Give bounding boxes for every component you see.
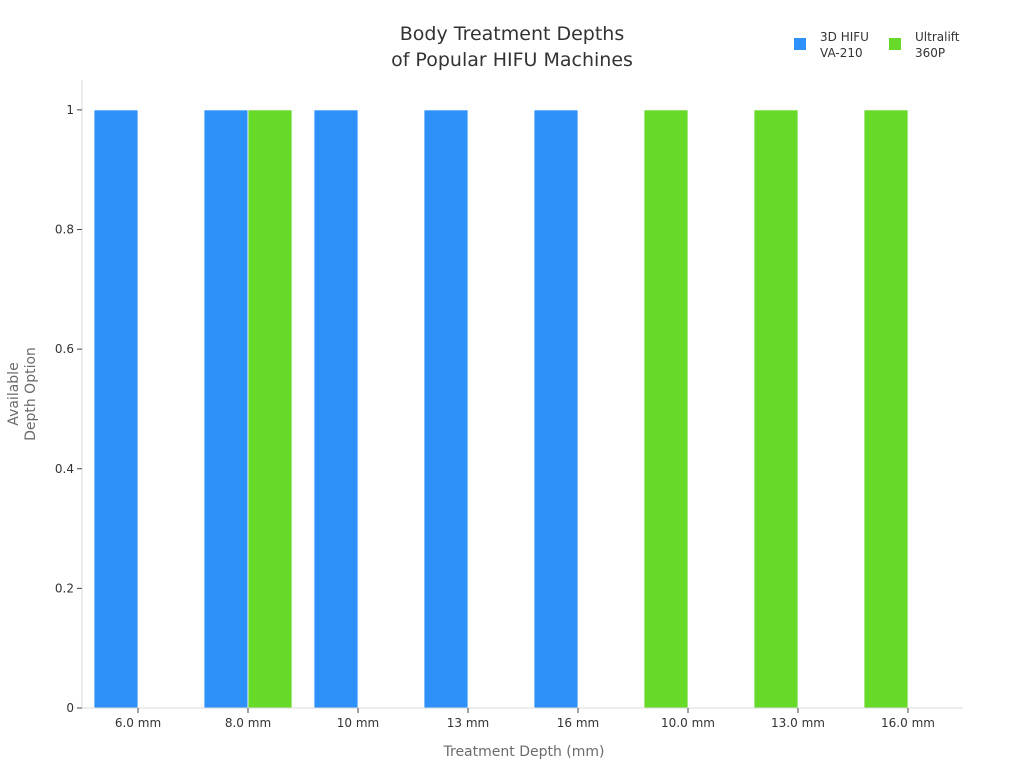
- y-tick-label-0-2: 0.2: [55, 581, 74, 595]
- y-tick-label-1: 1: [66, 103, 74, 117]
- x-tick-label-6-0-mm: 6.0 mm: [115, 716, 161, 730]
- y-axis-title-line-2: Depth Option: [23, 347, 39, 441]
- y-tick-label-0-8: 0.8: [55, 223, 74, 237]
- y-axis-ticks: 0 0.2 0.4 0.6 0.8 1: [55, 103, 82, 715]
- bars: [93, 109, 909, 709]
- axes: [81, 80, 963, 709]
- bar-3d-hifu-va-210-13-mm: [423, 109, 469, 709]
- bar-ultralift-360p-10-0-mm: [643, 109, 689, 709]
- bar-ultralift-360p-8-0-mm: [247, 109, 293, 709]
- bar-ultralift-360p-13-0-mm: [753, 109, 799, 709]
- x-tick-label-13-mm: 13 mm: [447, 716, 489, 730]
- x-axis-ticks: 6.0 mm 8.0 mm 10 mm 13 mm 16 mm 10.0 mm 13.0 m…: [115, 708, 935, 730]
- legend-label-3d-hifu-line-1: 3D HIFU: [820, 30, 869, 44]
- x-tick-label-16-mm: 16 mm: [557, 716, 599, 730]
- legend-swatch-3d-hifu: [794, 38, 806, 50]
- y-tick-label-0-6: 0.6: [55, 342, 74, 356]
- x-axis-title: Treatment Depth (mm): [443, 744, 605, 760]
- x-tick-label-16-0-mm: 16.0 mm: [881, 716, 935, 730]
- bar-3d-hifu-va-210-8-0-mm: [203, 109, 249, 709]
- legend-item-ultralift: Ultralift 360P: [889, 30, 960, 60]
- chart-title: Body Treatment Depths of Popular HIFU Ma…: [391, 23, 633, 71]
- y-axis-title-line-1: Available: [6, 362, 22, 425]
- legend-label-ultralift-line-1: Ultralift: [915, 30, 960, 44]
- x-tick-label-8-0-mm: 8.0 mm: [225, 716, 271, 730]
- chart-title-line-2: of Popular HIFU Machines: [391, 49, 633, 71]
- bar-3d-hifu-va-210-6-0-mm: [93, 109, 139, 709]
- y-axis-title: Available Depth Option: [6, 347, 39, 441]
- legend-item-3d-hifu: 3D HIFU VA-210: [794, 30, 869, 60]
- bar-ultralift-360p-16-0-mm: [863, 109, 909, 709]
- y-tick-label-0: 0: [66, 701, 74, 715]
- bar-3d-hifu-va-210-10-mm: [313, 109, 359, 709]
- legend-label-3d-hifu-line-2: VA-210: [820, 46, 863, 60]
- y-tick-label-0-4: 0.4: [55, 462, 74, 476]
- legend-label-ultralift-line-2: 360P: [915, 46, 945, 60]
- legend: 3D HIFU VA-210 Ultralift 360P: [794, 30, 960, 60]
- x-tick-label-10-mm: 10 mm: [337, 716, 379, 730]
- bar-3d-hifu-va-210-16-mm: [533, 109, 579, 709]
- legend-swatch-ultralift: [889, 38, 901, 50]
- chart-title-line-1: Body Treatment Depths: [400, 23, 625, 45]
- x-tick-label-10-0-mm: 10.0 mm: [661, 716, 715, 730]
- x-tick-label-13-0-mm: 13.0 mm: [771, 716, 825, 730]
